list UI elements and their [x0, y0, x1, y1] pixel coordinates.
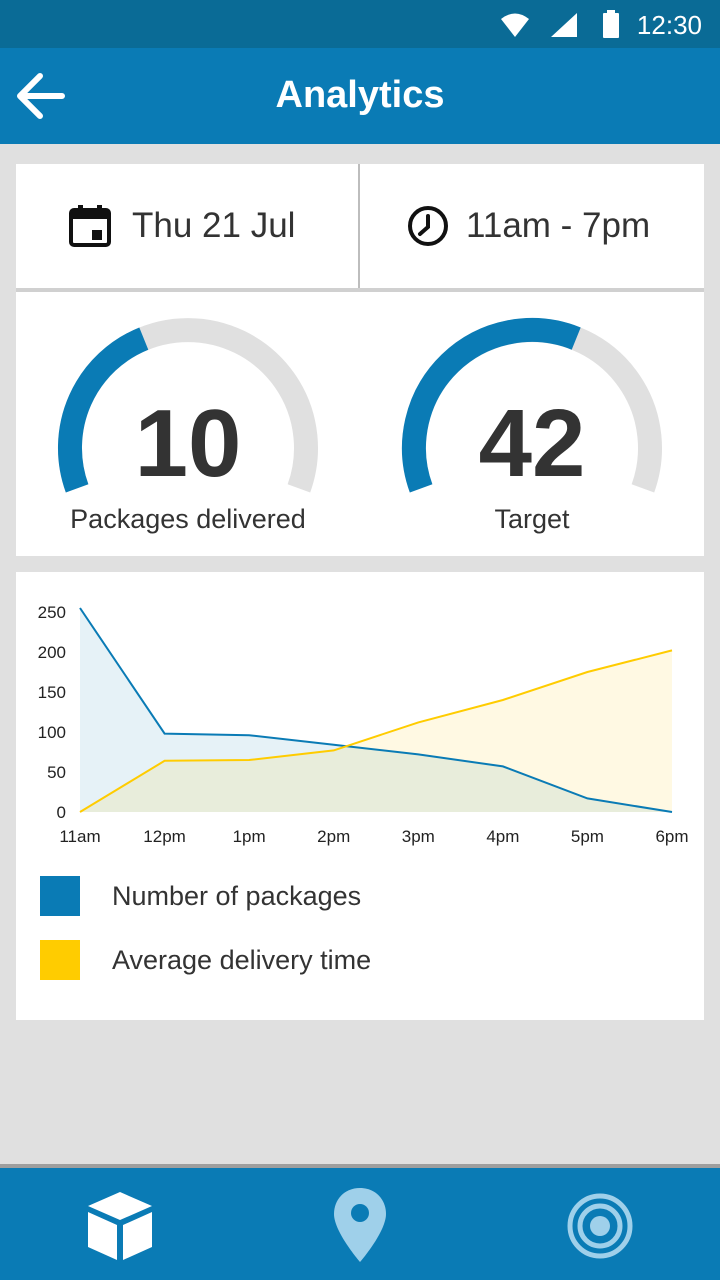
legend-item-delivery-time: Average delivery time [40, 940, 371, 980]
legend-label: Number of packages [112, 880, 362, 911]
x-tick-label: 3pm [402, 827, 435, 846]
target-label: Target [494, 504, 570, 534]
gauge-arc [401, 318, 662, 493]
x-tick-label: 2pm [317, 827, 350, 846]
package-icon[interactable] [80, 1186, 160, 1266]
arrow-back-icon[interactable] [14, 70, 68, 122]
app-bar: Analytics [0, 48, 720, 144]
chart-card: 250 200 150 100 50 0 11am 12pm 1pm 2pm 3pm 4pm 5pm 6p… [16, 572, 704, 1020]
signal-icon [551, 13, 577, 37]
line-chart: 250 200 150 100 50 0 11am 12pm 1pm 2pm 3pm 4pm 5pm 6p… [38, 603, 689, 846]
gauges-card: 10 Packages delivered 42 Target [16, 292, 704, 556]
y-tick-label: 250 [38, 603, 66, 622]
x-tick-label: 1pm [233, 827, 266, 846]
x-tick-label: 4pm [486, 827, 519, 846]
filter-card: Thu 21 Jul 11am - 7pm [16, 164, 704, 292]
status-bar: 12:30 [0, 0, 720, 48]
x-tick-label: 12pm [143, 827, 186, 846]
legend-label: Average delivery time [112, 944, 372, 975]
y-tick-label: 150 [38, 683, 66, 702]
clock-icon [408, 206, 448, 246]
time-range-selector[interactable]: 11am - 7pm [406, 164, 650, 288]
battery-icon [603, 10, 619, 38]
legend-item-packages: Number of packages [40, 876, 361, 916]
date-label: Thu 21 Jul [132, 206, 296, 245]
y-tick-label: 200 [38, 643, 66, 662]
y-tick-label: 100 [38, 723, 66, 742]
legend-swatch-delivery-time [40, 940, 80, 980]
target-icon[interactable] [560, 1186, 640, 1266]
packages-delivered-value: 10 [134, 390, 242, 497]
packages-delivered-label: Packages delivered [70, 504, 306, 534]
y-tick-label: 50 [47, 763, 66, 782]
filter-divider [358, 164, 360, 292]
y-tick-label: 0 [57, 803, 66, 822]
bottom-nav [0, 1164, 720, 1280]
status-time: 12:30 [636, 10, 702, 40]
x-tick-label: 11am [59, 827, 100, 846]
filter-underline [16, 288, 704, 292]
packages-delivered-gauge: 10 Packages delivered [16, 292, 360, 556]
target-value: 42 [478, 390, 586, 497]
calendar-icon [69, 205, 111, 247]
x-tick-label: 5pm [571, 827, 604, 846]
legend-swatch-packages [40, 876, 80, 916]
page-title: Analytics [275, 74, 445, 116]
series-line [79, 649, 673, 813]
gauge-arc [57, 318, 318, 493]
location-pin-icon[interactable] [320, 1186, 400, 1266]
date-selector[interactable]: Thu 21 Jul [68, 164, 295, 288]
series-area [80, 650, 672, 812]
wifi-icon [501, 13, 529, 37]
time-range-label: 11am - 7pm [466, 206, 651, 245]
x-tick-label: 6pm [655, 827, 688, 846]
target-gauge: 42 Target [360, 292, 704, 556]
series-line [79, 607, 673, 813]
